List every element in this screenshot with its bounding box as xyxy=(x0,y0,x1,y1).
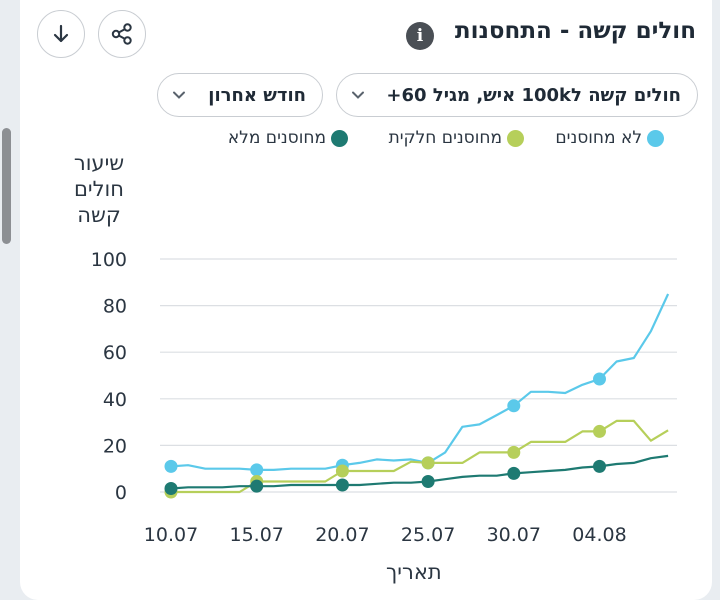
x-tick-label: 10.07 xyxy=(144,524,198,546)
data-point xyxy=(593,424,606,438)
share-button[interactable] xyxy=(98,10,146,58)
legend-label: לא מחוסנים xyxy=(555,128,642,148)
legend-marker xyxy=(507,129,524,147)
legend-item-fully-vaccinated[interactable]: מחוסנים מלא xyxy=(228,128,348,148)
legend-item-partially-vaccinated[interactable]: מחוסנים חלקית xyxy=(389,128,524,148)
data-point xyxy=(250,479,264,493)
data-point xyxy=(507,466,521,480)
legend-marker xyxy=(647,129,664,147)
chevron-down-icon xyxy=(352,91,364,99)
data-point xyxy=(421,475,435,489)
data-point xyxy=(421,456,435,470)
metric-dropdown-label: חולים קשה ל100k איש, מגיל 60+ xyxy=(386,84,681,106)
x-tick-label: 04.08 xyxy=(572,524,626,546)
download-button[interactable] xyxy=(37,10,85,58)
download-arrow-icon xyxy=(53,24,69,43)
y-tick-label: 100 xyxy=(91,249,127,271)
y-tick-label: 60 xyxy=(103,342,127,364)
legend-marker xyxy=(331,129,348,147)
y-tick-label: 80 xyxy=(103,296,127,318)
data-point xyxy=(507,399,521,413)
chart-title: חולים קשה - התחסנות xyxy=(454,18,696,44)
data-point xyxy=(593,372,606,386)
info-icon[interactable]: i xyxy=(406,22,434,50)
data-point xyxy=(507,445,521,459)
data-point xyxy=(164,459,178,473)
y-axis-label: שיעור חולים קשה xyxy=(73,151,125,227)
period-dropdown-label: חודש אחרון xyxy=(208,84,306,106)
period-dropdown[interactable]: חודש אחרון xyxy=(157,73,323,117)
data-point xyxy=(335,464,349,478)
data-point xyxy=(335,478,349,492)
data-point xyxy=(164,482,178,496)
x-tick-label: 20.07 xyxy=(315,524,369,546)
legend-label: מחוסנים חלקית xyxy=(388,128,502,148)
metric-dropdown[interactable]: חולים קשה ל100k איש, מגיל 60+ xyxy=(336,73,698,117)
legend-item-unvaccinated[interactable]: לא מחוסנים xyxy=(555,128,664,148)
legend-label: מחוסנים מלא xyxy=(227,128,326,148)
y-tick-label: 40 xyxy=(103,389,127,411)
y-tick-label: 0 xyxy=(115,482,127,504)
series-line xyxy=(170,293,670,471)
x-axis-label: תאריך xyxy=(386,560,442,584)
data-point xyxy=(593,459,606,473)
data-point xyxy=(250,463,264,477)
page-scrollbar[interactable] xyxy=(2,128,11,244)
share-icon xyxy=(111,23,132,45)
x-tick-label: 15.07 xyxy=(229,524,283,546)
x-tick-label: 25.07 xyxy=(401,524,455,546)
x-tick-label: 30.07 xyxy=(487,524,541,546)
y-tick-label: 20 xyxy=(103,435,127,457)
chevron-down-icon xyxy=(173,91,185,99)
